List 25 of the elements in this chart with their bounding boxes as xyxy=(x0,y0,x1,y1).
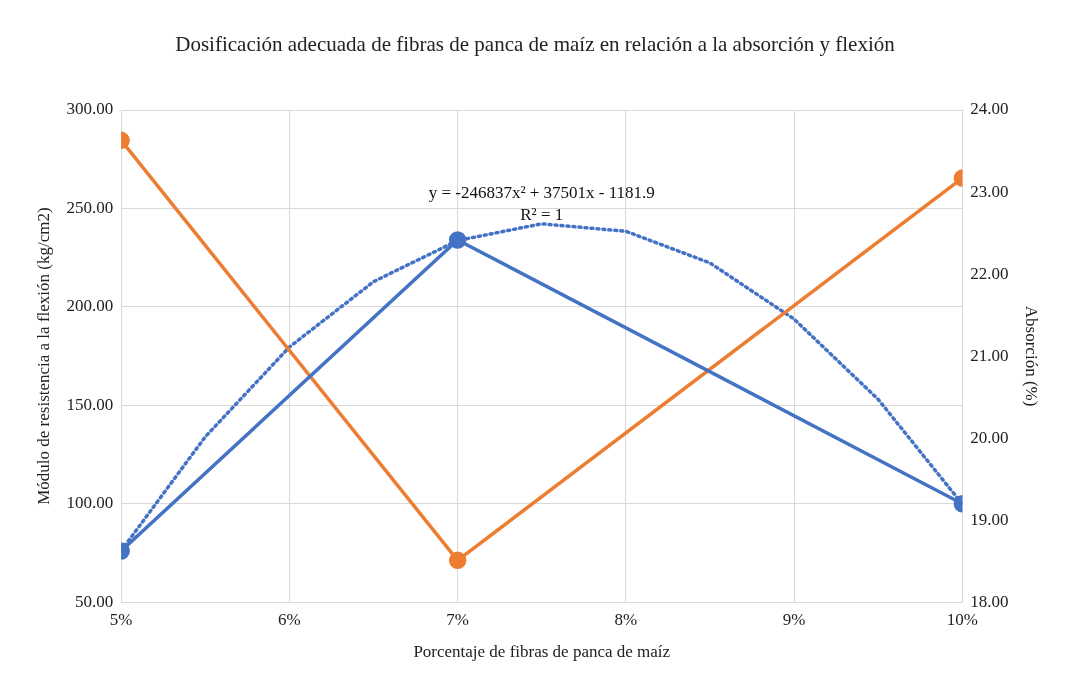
y2-tick-label: 22.00 xyxy=(970,263,1009,283)
y2-tick-label: 18.00 xyxy=(970,591,1009,611)
y2-tick-label: 21.00 xyxy=(970,345,1009,365)
y2-tick-label: 19.00 xyxy=(970,509,1009,529)
y-tick-label: 300.00 xyxy=(66,99,114,119)
y2-tick-label: 24.00 xyxy=(970,99,1009,119)
x-tick-label: 5% xyxy=(109,609,133,629)
y-tick-label: 100.00 xyxy=(66,493,114,513)
y2-axis-title: Absorción (%) xyxy=(1022,305,1042,407)
annotation: y = -246837x² + 37501x - 1181.9 xyxy=(428,183,655,203)
x-tick-label: 8% xyxy=(614,609,638,629)
x-tick-label: 10% xyxy=(946,609,978,629)
chart-title: Dosificación adecuada de fibras de panca de maíz en relación a la absorción y flexión xyxy=(174,31,896,58)
y-tick-label: 200.00 xyxy=(66,296,114,316)
x-axis-title: Porcentaje de fibras de panca de maíz xyxy=(413,642,671,662)
y2-tick-label: 23.00 xyxy=(970,181,1009,201)
y2-tick-label: 20.00 xyxy=(970,427,1009,447)
annotation: R² = 1 xyxy=(520,205,564,225)
y-tick-label: 250.00 xyxy=(66,197,114,217)
y-axis-title: Módulo de resistencia a la flexión (kg/cm2) xyxy=(33,207,53,505)
x-tick-label: 6% xyxy=(278,609,301,629)
y-tick-label: 150.00 xyxy=(66,394,114,414)
x-tick-label: 9% xyxy=(782,609,806,629)
x-tick-label: 7% xyxy=(446,609,469,629)
y-tick-label: 50.00 xyxy=(74,591,114,611)
